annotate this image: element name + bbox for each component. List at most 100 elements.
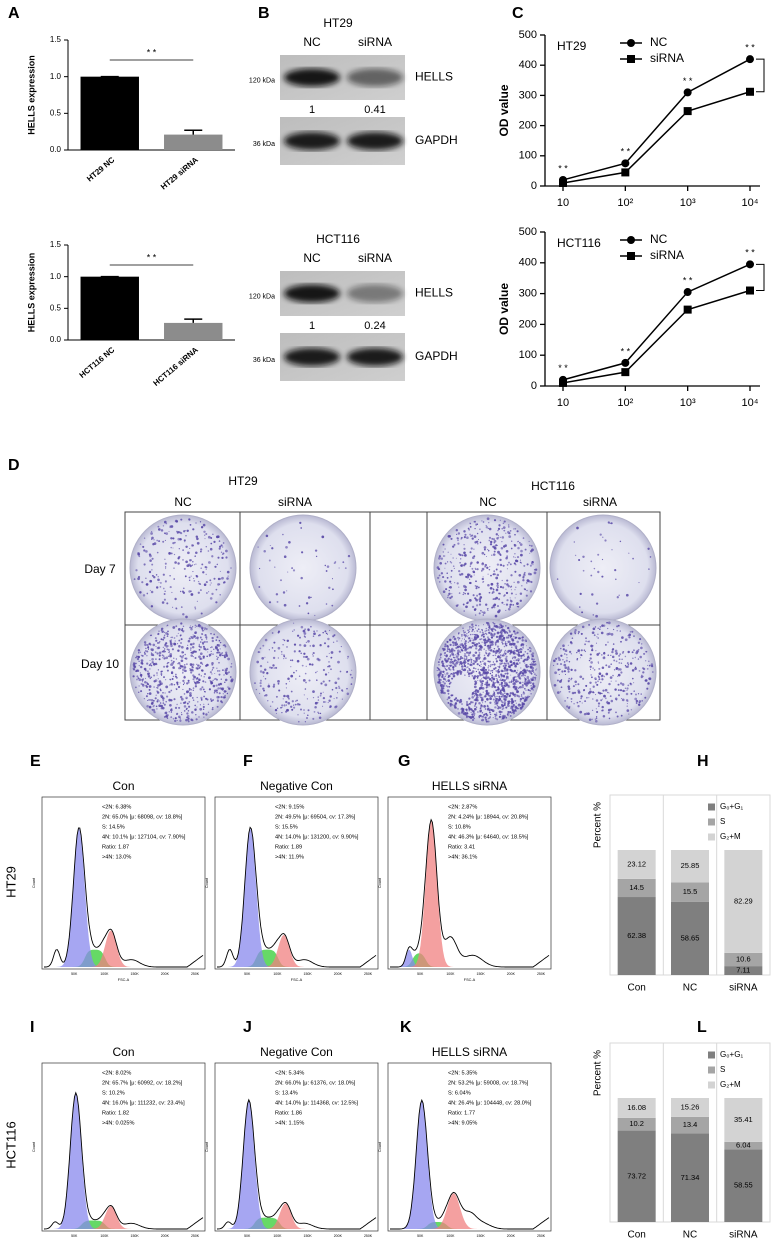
colony — [577, 630, 580, 634]
colony — [579, 700, 581, 703]
colony — [532, 654, 534, 657]
colony — [154, 697, 157, 700]
colony — [464, 711, 467, 714]
colony — [490, 713, 492, 716]
colony — [135, 656, 137, 659]
colony — [332, 641, 335, 643]
colony — [484, 563, 488, 567]
colony — [170, 636, 172, 638]
colony — [198, 648, 201, 651]
colony — [501, 689, 503, 692]
colony — [441, 673, 444, 677]
colony — [492, 677, 496, 681]
colony — [485, 664, 487, 666]
colony — [588, 623, 591, 626]
colony — [517, 658, 520, 661]
colony — [463, 610, 466, 612]
colony — [603, 694, 606, 698]
colony — [591, 709, 594, 711]
colony — [186, 682, 189, 685]
colony — [492, 682, 495, 685]
colony — [305, 641, 308, 644]
colony — [614, 688, 617, 691]
colony — [509, 634, 513, 638]
colony — [496, 537, 499, 540]
gate-stat: 2N: 53.2% [μ: 59008, cv: 18.7%] — [448, 1080, 529, 1086]
colony — [523, 687, 526, 690]
colony — [475, 706, 478, 708]
colony — [477, 539, 480, 541]
colony — [167, 655, 170, 658]
colony — [137, 577, 140, 581]
colony — [444, 675, 446, 678]
colony — [589, 653, 592, 656]
colony — [590, 574, 593, 577]
colony — [306, 698, 309, 700]
colony — [480, 666, 482, 668]
colony — [480, 698, 484, 702]
colony — [190, 643, 193, 646]
colony — [473, 695, 476, 697]
colony — [202, 523, 206, 527]
colony — [571, 637, 574, 639]
data-point — [683, 288, 692, 297]
colony — [461, 665, 464, 668]
colony — [150, 698, 154, 702]
colony — [169, 684, 171, 686]
colony — [308, 663, 312, 666]
colony — [489, 543, 493, 546]
colony — [502, 526, 506, 529]
colony — [607, 708, 611, 712]
colony — [177, 715, 181, 719]
colony — [488, 591, 491, 594]
colony — [631, 630, 634, 633]
colony — [337, 677, 340, 680]
colony — [530, 685, 532, 687]
colony — [565, 653, 568, 656]
colony — [483, 648, 485, 650]
colony — [465, 715, 469, 718]
colony — [196, 696, 198, 699]
colony — [198, 673, 201, 676]
colony — [475, 598, 479, 602]
colony — [534, 660, 536, 663]
colony — [221, 669, 224, 672]
colony — [500, 626, 503, 629]
colony — [444, 580, 447, 583]
colony — [503, 604, 505, 605]
colony — [607, 665, 611, 668]
colony — [505, 659, 508, 662]
colony — [328, 672, 330, 674]
data-point — [559, 378, 567, 387]
colony — [141, 581, 144, 584]
colony — [180, 712, 183, 714]
colony — [174, 597, 177, 601]
colony — [325, 603, 328, 605]
colony — [172, 626, 176, 629]
colony — [647, 682, 650, 685]
panel-label: G — [398, 753, 410, 770]
colony — [268, 601, 272, 604]
colony — [164, 562, 167, 565]
colony — [282, 644, 284, 646]
colony — [498, 707, 500, 709]
colony — [200, 675, 202, 677]
colony — [614, 569, 617, 572]
colony — [492, 573, 495, 576]
colony — [484, 637, 487, 640]
colony — [309, 645, 312, 647]
colony — [290, 666, 292, 668]
colony — [187, 710, 190, 712]
colony — [645, 660, 647, 662]
colony — [179, 718, 181, 720]
colony — [500, 677, 502, 679]
colony — [319, 644, 322, 647]
colony — [190, 593, 194, 596]
colony — [520, 553, 523, 557]
blot-title: HT29 — [323, 16, 353, 30]
colony — [323, 642, 327, 645]
colony — [482, 660, 484, 662]
colony — [151, 538, 153, 540]
colony — [598, 652, 601, 655]
colony — [608, 717, 611, 720]
